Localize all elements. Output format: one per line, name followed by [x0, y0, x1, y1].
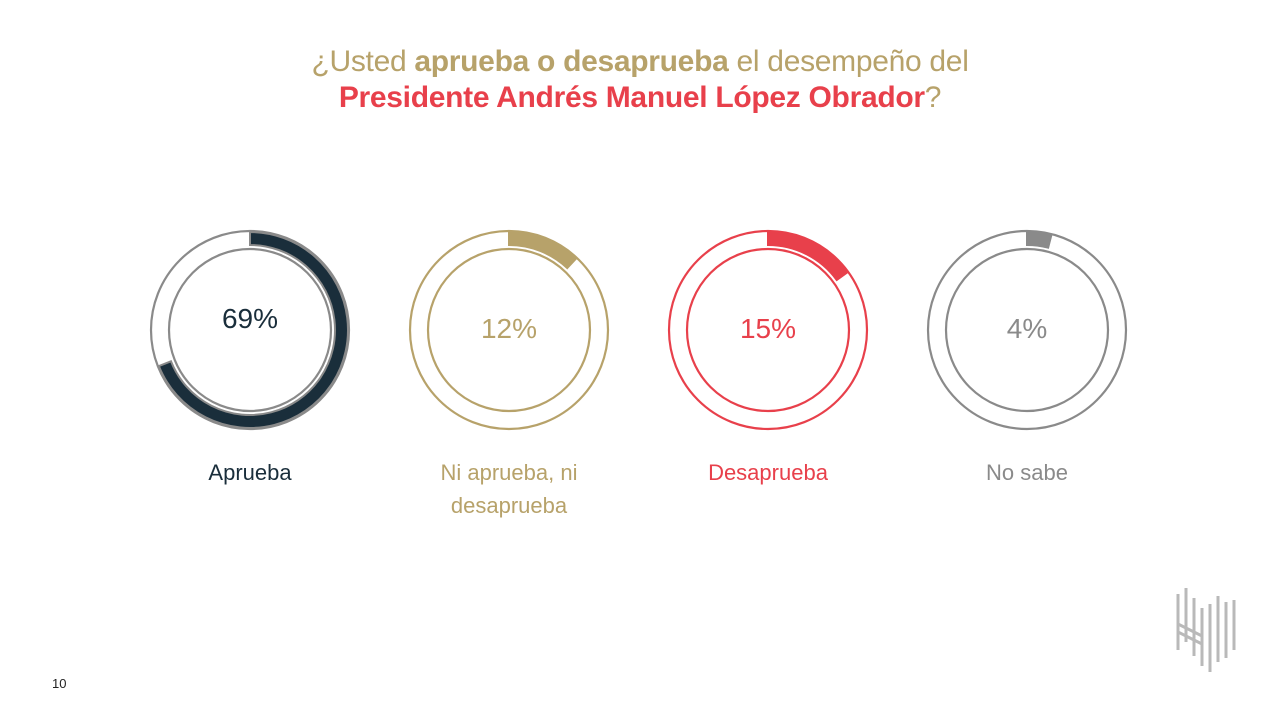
donut-desaprueba: 15%	[663, 225, 873, 435]
category-label-no-sabe: No sabe	[907, 456, 1147, 489]
donut-svg-aprueba	[149, 229, 351, 431]
donut-svg-ni-aprueba	[408, 229, 610, 431]
title-text-bold: aprueba o desaprueba	[414, 45, 729, 78]
value-label-desaprueba: 15%	[739, 313, 797, 344]
inner-ring-no-sabe	[944, 247, 1110, 413]
donut-segment-aprueba	[157, 230, 349, 429]
title-text-post: el desempeño del	[728, 45, 969, 78]
title-line-2: Presidente Andrés Manuel López Obrador?	[0, 80, 1280, 116]
donut-aprueba: 69%	[145, 225, 355, 435]
inner-ring-desaprueba	[685, 247, 851, 413]
inner-ring-aprueba	[167, 247, 333, 413]
donut-svg-no-sabe	[926, 229, 1128, 431]
category-label-ni-aprueba: Ni aprueba, ni desaprueba	[389, 456, 629, 522]
title-subject: Presidente Andrés Manuel López Obrador	[338, 81, 925, 114]
value-label-ni-aprueba: 12%	[480, 313, 538, 344]
page-number: 10	[52, 676, 67, 691]
title-text-pre: ¿Usted	[311, 45, 415, 78]
donut-no-sabe: 4%	[922, 225, 1132, 435]
category-label-aprueba: Aprueba	[130, 456, 370, 489]
category-label-line: desaprueba	[450, 493, 568, 518]
category-label-line: Aprueba	[208, 460, 292, 485]
title-line-1: ¿Usted aprueba o desaprueba el desempeño…	[0, 44, 1280, 80]
donut-segment-desaprueba	[767, 230, 849, 282]
category-label-desaprueba: Desaprueba	[648, 456, 888, 489]
donut-segment-no-sabe	[1026, 230, 1053, 249]
category-label-line: Ni aprueba, ni	[440, 460, 578, 485]
company-logo	[1176, 588, 1236, 672]
chart-title: ¿Usted aprueba o desaprueba el desempeño…	[0, 44, 1280, 116]
value-label-no-sabe: 4%	[1006, 313, 1048, 344]
category-label-line: Desaprueba	[708, 460, 828, 485]
inner-ring-ni-aprueba	[426, 247, 592, 413]
donut-ni-aprueba: 12%	[404, 225, 614, 435]
title-question-mark: ?	[924, 81, 942, 114]
category-label-line: No sabe	[986, 460, 1068, 485]
value-label-aprueba: 69%	[221, 303, 279, 334]
donut-segment-ni-aprueba	[508, 230, 578, 270]
donut-svg-desaprueba	[667, 229, 869, 431]
